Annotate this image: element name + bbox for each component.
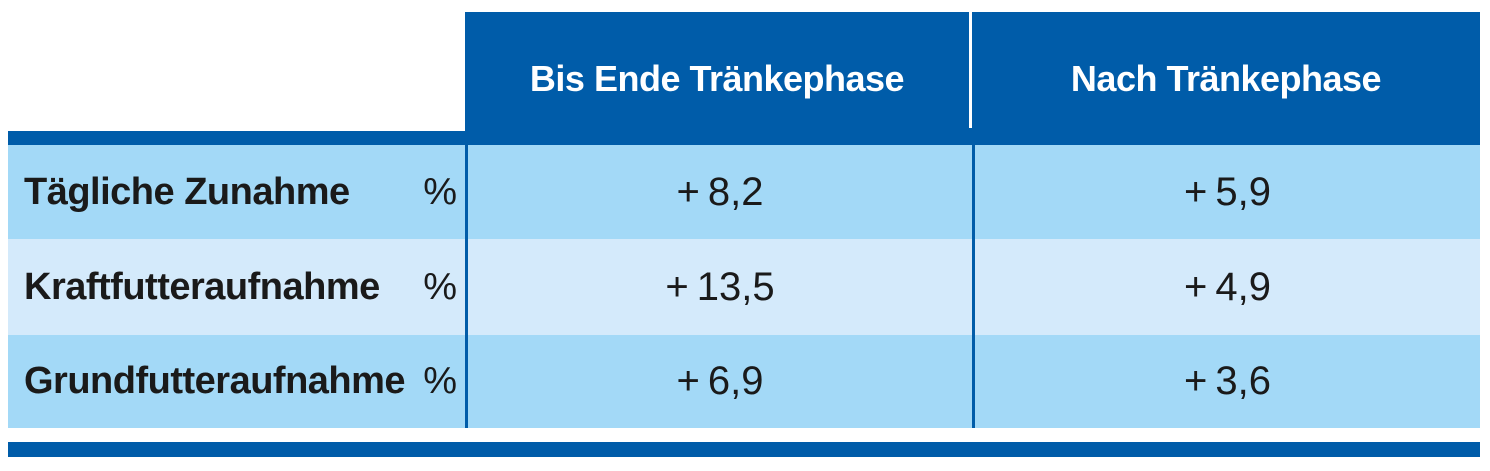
header-col-nach-traenkephase: Nach Tränkephase [1070,57,1382,99]
header-column-divider [969,12,972,128]
row-unit: % [423,360,457,402]
row-unit: % [423,170,457,213]
value-cell-nach: + 3,6 [972,335,1480,428]
value-cell-bis-ende: + 8,2 [465,145,972,239]
row-label: Kraftfutteraufnahme [24,265,380,308]
value-cell-bis-ende: + 13,5 [465,239,972,335]
row-label: Grundfutteraufnahme [24,360,406,402]
value-cell-nach: + 5,9 [972,145,1480,239]
table-header-row: Bis Ende Tränkephase Nach Tränkephase [465,12,1480,145]
row-label-cell: Tägliche Zunahme % [8,145,465,239]
value-cell-bis-ende: + 6,9 [465,335,972,428]
row-label-cell: Grundfutteraufnahme % [8,335,465,428]
row-label-cell: Kraftfutteraufnahme % [8,239,465,335]
table-row: Kraftfutteraufnahme % + 13,5 + 4,9 [8,239,1480,335]
table-row: Tägliche Zunahme % + 8,2 + 5,9 [8,145,1480,239]
row-label: Tägliche Zunahme [24,170,350,213]
label-column-top-rule [8,131,465,145]
table-body: Tägliche Zunahme % + 8,2 + 5,9 Kraftfutt… [8,145,1480,428]
table-row: Grundfutteraufnahme % + 6,9 + 3,6 [8,335,1480,428]
value-cell-nach: + 4,9 [972,239,1480,335]
table-bottom-rule [8,442,1480,457]
header-col-bis-ende-traenkephase: Bis Ende Tränkephase [529,57,905,99]
row-unit: % [423,265,457,308]
